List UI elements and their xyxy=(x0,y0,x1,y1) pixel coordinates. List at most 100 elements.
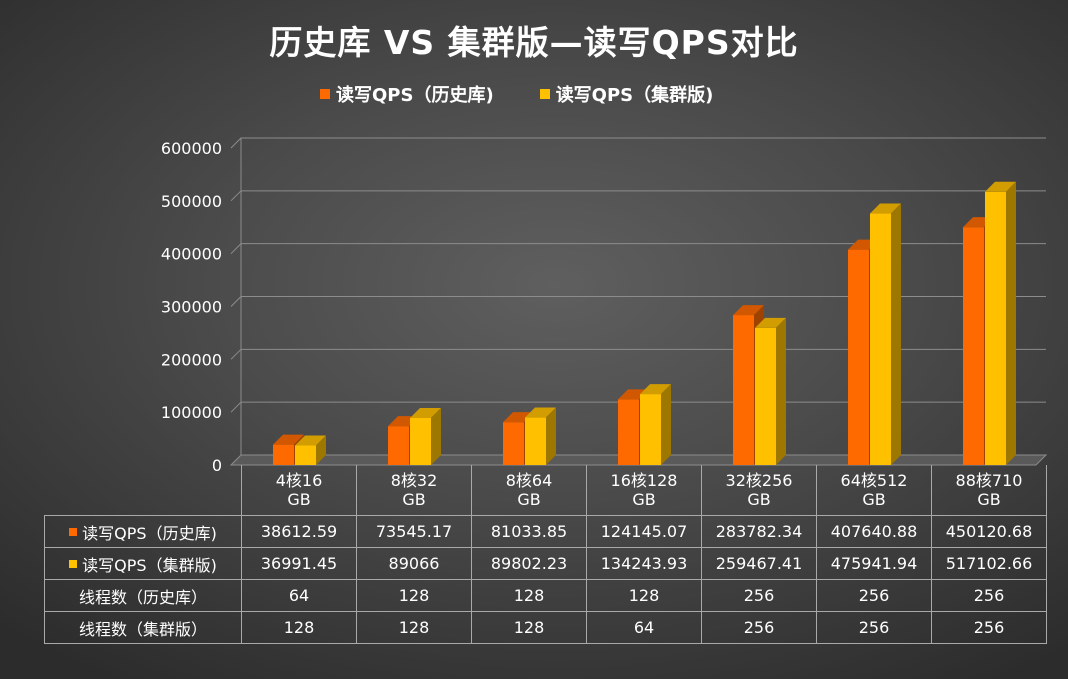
x-tick-label: 88核710 GB xyxy=(931,465,1047,516)
row-label-text: 线程数（集群版） xyxy=(78,619,207,639)
table-cell: 450120.68 xyxy=(931,515,1047,548)
legend-label-history: 读写QPS（历史库) xyxy=(336,85,494,106)
x-tick-label: 64核512 GB xyxy=(816,465,932,516)
table-header-row: 4核16 GB 8核32 GB 8核64 GB 16核128 GB 32核256 GB 64核512… xyxy=(45,465,1047,516)
table-cell: 256 xyxy=(816,611,932,644)
y-tick-label: 200000 xyxy=(161,350,222,369)
legend-swatch-history xyxy=(320,89,330,99)
table-cell: 81033.85 xyxy=(471,515,587,548)
y-tick-label: 400000 xyxy=(161,245,222,264)
legend-item-cluster: 读写QPS（集群版) xyxy=(539,81,714,107)
bar-cluster-1-top xyxy=(410,407,441,418)
bar-cluster-0-top xyxy=(295,435,326,446)
legend: 读写QPS（历史库) 读写QPS（集群版) xyxy=(320,80,759,108)
chart-title: 历史库 VS 集群版—读写QPS对比 xyxy=(269,23,799,62)
table-cell: 256 xyxy=(931,579,1047,612)
bar-history-3 xyxy=(618,399,639,465)
bar-cluster-2-side xyxy=(546,407,556,465)
x-tick-label-line: 8核64 xyxy=(505,471,553,490)
y-tick-label: 0 xyxy=(212,456,222,475)
table-cell: 38612.59 xyxy=(241,515,357,548)
y-tick-label: 500000 xyxy=(161,192,222,211)
x-tick-label: 8核32 GB xyxy=(356,465,472,516)
table-row-threads-cluster: 线程数（集群版） 128 128 128 64 256 256 256 xyxy=(44,611,1047,644)
bar-cluster-3-side xyxy=(661,384,671,465)
row-legend-swatch xyxy=(69,527,78,536)
bar-cluster-1-side xyxy=(431,407,441,465)
y-gridline xyxy=(230,190,1046,202)
bar-cluster-2-top xyxy=(525,407,556,418)
table-row-threads-history: 线程数（历史库） 64 128 128 128 256 256 256 xyxy=(44,579,1047,612)
bar-history-4 xyxy=(733,315,754,465)
bar-cluster-5-side xyxy=(891,203,901,465)
table-cell: 256 xyxy=(701,579,817,612)
legend-swatch-cluster xyxy=(539,89,550,99)
x-tick-label-line: GB xyxy=(287,490,311,509)
x-tick-label-line: GB xyxy=(632,490,656,509)
table-cell: 124145.07 xyxy=(586,515,702,548)
table-cell: 73545.17 xyxy=(356,515,472,548)
bar-cluster-5-top xyxy=(870,203,901,214)
bar-history-5 xyxy=(848,249,869,465)
row-label: 线程数（历史库） xyxy=(44,579,242,612)
table-cell: 128 xyxy=(471,611,587,644)
x-tick-label-line: GB xyxy=(977,490,1001,509)
bar-cluster-0 xyxy=(295,445,316,465)
row-label: 读写QPS（集群版) xyxy=(44,547,242,580)
bar-cluster-3-top xyxy=(640,384,671,395)
x-tick-label: 8核64 GB xyxy=(471,465,587,516)
table-cell: 407640.88 xyxy=(816,515,932,548)
y-gridline xyxy=(230,348,1046,360)
y-tick-label: 300000 xyxy=(161,298,222,317)
x-tick-label-line: GB xyxy=(862,490,886,509)
row-legend-swatch xyxy=(69,559,78,568)
row-label-text: 读写QPS（历史库) xyxy=(82,523,217,543)
table-cell: 517102.66 xyxy=(931,547,1047,580)
bar-history-1 xyxy=(388,426,409,465)
row-label: 读写QPS（历史库) xyxy=(44,515,242,548)
table-cell: 64 xyxy=(586,611,702,644)
legend-label-cluster: 读写QPS（集群版) xyxy=(555,85,714,106)
y-gridline xyxy=(230,137,1046,149)
x-tick-label: 32核256 GB xyxy=(701,465,817,516)
table-cell: 64 xyxy=(241,579,357,612)
table-cell: 128 xyxy=(356,579,472,612)
y-gridline xyxy=(230,243,1046,255)
table-cell: 128 xyxy=(241,611,357,644)
table-cell: 128 xyxy=(586,579,702,612)
table-row-qps-cluster: 读写QPS（集群版) 36991.45 89066 89802.23 134243.93… xyxy=(44,547,1047,580)
bar-history-0-top xyxy=(273,434,304,445)
table-cell: 475941.94 xyxy=(816,547,932,580)
row-label-text: 线程数（历史库） xyxy=(78,587,207,607)
table-cell: 283782.34 xyxy=(701,515,817,548)
table-cell: 256 xyxy=(701,611,817,644)
table-cell: 128 xyxy=(356,611,472,644)
bar-history-0 xyxy=(273,444,294,465)
bar-history-2 xyxy=(503,422,524,465)
row-label-text: 读写QPS（集群版) xyxy=(82,555,217,575)
table-cell: 128 xyxy=(471,579,587,612)
table-cell: 89802.23 xyxy=(471,547,587,580)
bar-history-4-top xyxy=(733,305,764,316)
bar-cluster-2 xyxy=(525,417,546,465)
table-cell: 256 xyxy=(816,579,932,612)
table-cell: 134243.93 xyxy=(586,547,702,580)
table-cell: 89066 xyxy=(356,547,472,580)
bar-cluster-6 xyxy=(985,191,1006,465)
table-row-qps-history: 读写QPS（历史库) 38612.59 73545.17 81033.85 124145… xyxy=(44,515,1047,548)
table-cell: 36991.45 xyxy=(241,547,357,580)
table-cell: 259467.41 xyxy=(701,547,817,580)
x-tick-label-line: 88核710 xyxy=(955,471,1023,490)
x-tick-label-line: GB xyxy=(517,490,541,509)
x-tick-label-line: GB xyxy=(402,490,426,509)
table-cell: 256 xyxy=(931,611,1047,644)
x-tick-label-line: 16核128 xyxy=(610,471,678,490)
x-tick-label-line: 8核32 xyxy=(390,471,438,490)
bar-cluster-4-side xyxy=(776,317,786,465)
x-tick-label-line: GB xyxy=(747,490,771,509)
x-tick-label-line: 32核256 xyxy=(725,471,793,490)
bar-cluster-3 xyxy=(640,394,661,465)
bar-cluster-1 xyxy=(410,417,431,465)
bar-history-6 xyxy=(963,227,984,465)
